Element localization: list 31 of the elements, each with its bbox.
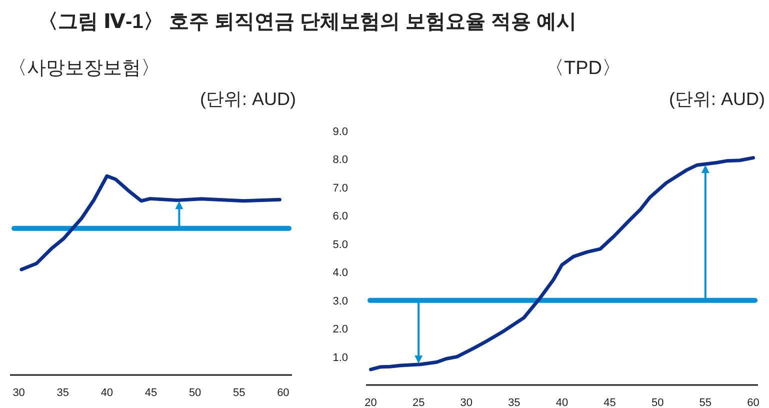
- y-tick-label: 5.0: [332, 238, 348, 251]
- chart-title: 〈사망보장보험〉: [8, 58, 160, 79]
- line-series: [369, 156, 755, 372]
- x-tick-label: 60: [747, 397, 760, 408]
- y-tick-label: 9.0: [332, 126, 348, 138]
- x-tick-label: 45: [144, 387, 158, 399]
- y-tick-label: 1.0: [332, 352, 348, 364]
- x-tick-label: 50: [188, 387, 202, 399]
- y-tick-label: 4.0: [332, 267, 348, 280]
- y-tick-label: 8.0: [332, 154, 348, 166]
- x-tick-label: 60: [277, 387, 290, 399]
- x-tick-label: 30: [460, 397, 473, 408]
- y-tick-label: 7.0: [332, 182, 348, 194]
- chart-title: 〈TPD〉: [545, 58, 621, 79]
- x-tick-label: 30: [12, 387, 25, 399]
- x-tick-label: 55: [233, 387, 246, 399]
- y-tick-label: 6.0: [332, 210, 348, 223]
- y-tick-label: 2.0: [332, 324, 348, 336]
- x-tick-label: 55: [699, 397, 712, 408]
- text: (단위: AUD): [669, 89, 765, 109]
- x-tick-label: 35: [56, 387, 69, 399]
- x-tick-label: 40: [100, 387, 114, 399]
- x-tick-label: 20: [364, 397, 377, 408]
- y-tick-label: 3.0: [332, 295, 348, 308]
- text: (단위: AUD): [200, 89, 296, 109]
- x-tick-label: 25: [412, 397, 425, 408]
- x-tick-label: 40: [556, 397, 568, 408]
- x-tick-label: 50: [651, 397, 664, 408]
- x-tick-label: 35: [508, 397, 520, 408]
- x-tick-label: 45: [604, 397, 616, 408]
- text: 〈그림 Ⅳ-1〉 호주 퇴직연금 단체보험의 보험요율 적용 예시: [38, 11, 577, 33]
